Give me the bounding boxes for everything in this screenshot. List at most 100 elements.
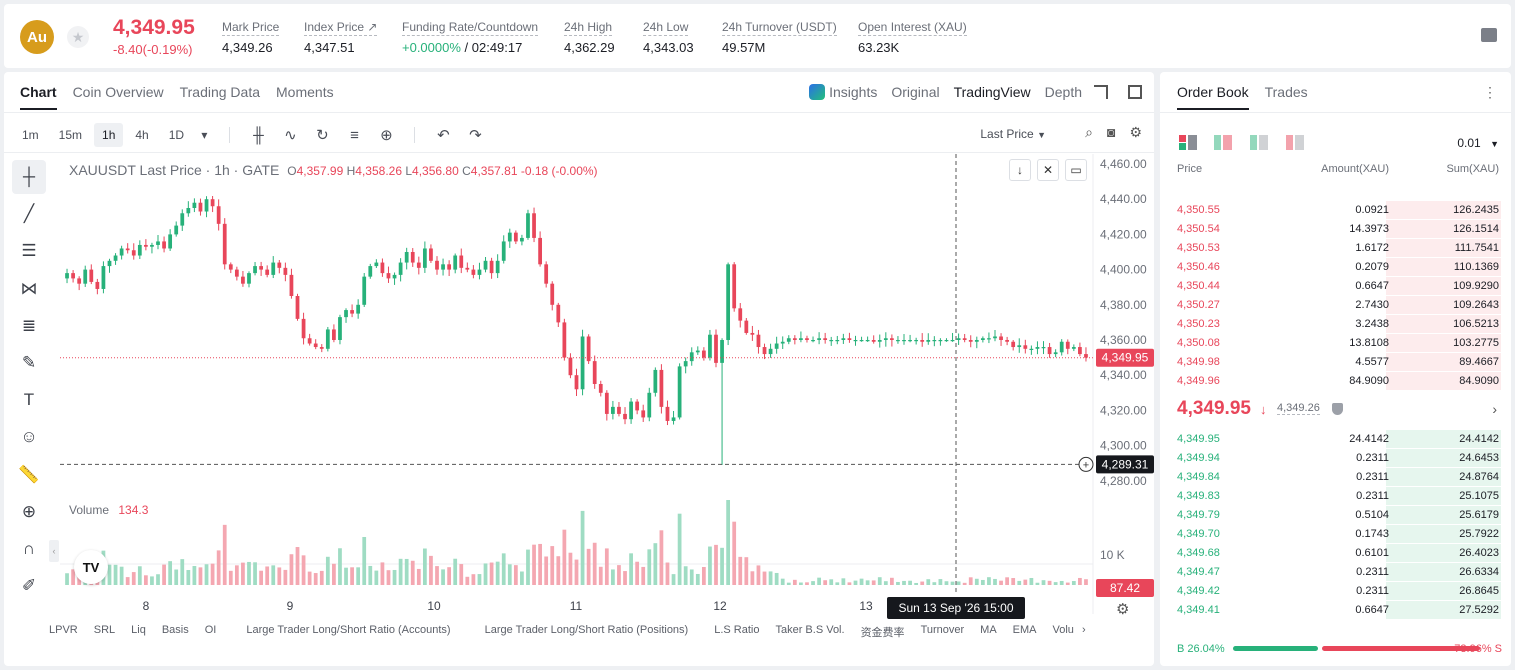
camera-icon[interactable]: ◙ xyxy=(1106,124,1116,140)
bid-row[interactable]: 4,349.95 24.4142 24.4142 xyxy=(1160,430,1511,449)
brush-tool-icon[interactable]: ✎ xyxy=(21,352,37,372)
indicator-volume[interactable]: Volu xyxy=(1052,624,1074,636)
stat-label[interactable]: Funding Rate/Countdown xyxy=(402,20,539,36)
maximize-icon[interactable]: ▭ xyxy=(1065,159,1087,181)
favorite-star-icon[interactable]: ★ xyxy=(67,26,89,48)
indicator-oi[interactable]: OI xyxy=(204,624,217,636)
bid-row[interactable]: 4,349.83 0.2311 25.1075 xyxy=(1160,487,1511,506)
timeframe-1d[interactable]: 1D ▾ xyxy=(161,123,216,147)
indicator-lpvr[interactable]: LPVR xyxy=(49,624,78,636)
indicator-taker-vol[interactable]: Taker B.S Vol. xyxy=(775,624,845,636)
chart-settings-icon[interactable]: ⚙ xyxy=(1116,601,1130,618)
ask-row[interactable]: 4,349.96 84.9090 84.9090 xyxy=(1160,372,1511,391)
ask-row[interactable]: 4,350.44 0.6647 109.9290 xyxy=(1160,277,1511,296)
timeframe-1m[interactable]: 1m xyxy=(22,128,39,142)
ask-row[interactable]: 4,350.55 0.0921 126.2435 xyxy=(1160,201,1511,220)
ask-row[interactable]: 4,350.53 1.6172 111.7541 xyxy=(1160,239,1511,258)
expand-icon[interactable] xyxy=(1094,85,1108,99)
tab-tradingview[interactable]: TradingView xyxy=(953,84,1031,100)
bid-row[interactable]: 4,349.70 0.1743 25.7922 xyxy=(1160,525,1511,544)
indicators-icon[interactable]: ∿ xyxy=(284,127,297,144)
ask-row[interactable]: 4,350.46 0.2079 110.1369 xyxy=(1160,258,1511,277)
stat-label[interactable]: Open Interest (XAU) xyxy=(858,20,967,36)
indicator-ma[interactable]: MA xyxy=(980,624,997,636)
template-icon[interactable]: ≡ xyxy=(350,126,359,144)
tab-coin-overview[interactable]: Coin Overview xyxy=(72,84,164,100)
bid-row[interactable]: 4,349.42 0.2311 26.8645 xyxy=(1160,582,1511,601)
magnet-tool-icon[interactable]: ∩ xyxy=(22,538,36,558)
search-icon[interactable]: ⌕ xyxy=(1085,124,1093,140)
indicator-ls-ratio[interactable]: L.S Ratio xyxy=(714,624,760,636)
refresh-icon[interactable]: ↻ xyxy=(316,127,329,144)
book-icon[interactable] xyxy=(1481,28,1497,42)
indicator-ema[interactable]: EMA xyxy=(1012,624,1037,636)
redo-icon[interactable]: ↷ xyxy=(469,127,482,144)
price-type-select[interactable]: Last Price ▼ xyxy=(980,127,1046,141)
gear-icon[interactable]: ⚙ xyxy=(1129,124,1142,140)
volume-bar xyxy=(410,560,415,585)
orderbook-mode-split-icon[interactable] xyxy=(1214,135,1232,150)
tab-order-book[interactable]: Order Book xyxy=(1177,84,1249,110)
precision-select[interactable]: 0.01 ▼ xyxy=(1457,136,1499,150)
chevron-right-icon[interactable]: › xyxy=(1081,624,1086,636)
more-options-icon[interactable]: ⋮ xyxy=(1483,84,1497,100)
tab-original[interactable]: Original xyxy=(891,84,940,100)
tab-chart[interactable]: Chart xyxy=(20,84,57,110)
tab-insights[interactable]: Insights xyxy=(809,84,877,100)
bid-row[interactable]: 4,349.68 0.6101 26.4023 xyxy=(1160,544,1511,563)
tab-moments[interactable]: Moments xyxy=(276,84,334,100)
bid-row[interactable]: 4,349.47 0.2311 26.6334 xyxy=(1160,563,1511,582)
tab-depth[interactable]: Depth xyxy=(1044,84,1082,100)
timeframe-15m[interactable]: 15m xyxy=(58,128,83,142)
orderbook-mode-both-icon[interactable] xyxy=(1179,135,1197,150)
tab-trades[interactable]: Trades xyxy=(1264,84,1308,100)
text-tool-icon[interactable]: T xyxy=(23,390,35,410)
orderbook-mode-bids-icon[interactable] xyxy=(1250,135,1268,150)
indicator-funding-rate[interactable]: 资金费率 xyxy=(860,627,905,639)
ask-row[interactable]: 4,350.23 3.2438 106.5213 xyxy=(1160,315,1511,334)
arrow-down-icon[interactable]: ↓ xyxy=(1009,159,1031,181)
bid-row[interactable]: 4,349.84 0.2311 24.8764 xyxy=(1160,468,1511,487)
collapse-icon[interactable]: ✕ xyxy=(1037,159,1059,181)
pattern-tool-icon[interactable]: ⋈ xyxy=(20,278,38,298)
candle-type-icon[interactable]: ╫ xyxy=(253,126,264,144)
bid-sum: 25.7922 xyxy=(1459,528,1499,540)
ask-row[interactable]: 4,350.54 14.3973 126.1514 xyxy=(1160,220,1511,239)
ask-row[interactable]: 4,350.08 13.8108 103.2775 xyxy=(1160,334,1511,353)
indicator-large-trader-positions[interactable]: Large Trader Long/Short Ratio (Positions… xyxy=(484,624,689,636)
tab-trading-data[interactable]: Trading Data xyxy=(179,84,261,100)
ruler-tool-icon[interactable]: 📏 xyxy=(18,464,40,484)
bid-row[interactable]: 4,349.41 0.6647 27.5292 xyxy=(1160,601,1511,620)
zoom-in-tool-icon[interactable]: ⊕ xyxy=(21,501,37,521)
collapse-toolbar-icon[interactable]: ‹ xyxy=(49,540,59,562)
chevron-right-icon[interactable]: › xyxy=(1492,401,1497,417)
ask-row[interactable]: 4,350.27 2.7430 109.2643 xyxy=(1160,296,1511,315)
indicator-large-trader-accounts[interactable]: Large Trader Long/Short Ratio (Accounts) xyxy=(246,624,451,636)
orderbook-mode-asks-icon[interactable] xyxy=(1286,135,1304,150)
bid-row[interactable]: 4,349.94 0.2311 24.6453 xyxy=(1160,449,1511,468)
pencil-tool-icon[interactable]: ✐ xyxy=(21,576,37,596)
indicator-srl[interactable]: SRL xyxy=(93,624,116,636)
crosshair-tool-icon[interactable]: ┼ xyxy=(12,160,46,194)
indicator-liq[interactable]: Liq xyxy=(131,624,146,636)
undo-icon[interactable]: ↶ xyxy=(437,127,450,144)
candlestick-chart[interactable]: 4,460.00 4,440.00 4,420.00 4,400.00 4,380.00… xyxy=(60,154,1154,624)
horizontal-lines-tool-icon[interactable]: ☰ xyxy=(21,241,37,261)
window-icon[interactable] xyxy=(1128,85,1142,99)
trendline-tool-icon[interactable]: ╱ xyxy=(23,204,35,224)
stat-label[interactable]: Mark Price xyxy=(222,20,280,36)
timeframe-4h[interactable]: 4h xyxy=(135,128,149,142)
crosshair-plus-icon[interactable] xyxy=(1078,456,1094,472)
volume-bar xyxy=(586,548,591,585)
bid-row[interactable]: 4,349.79 0.5104 25.6179 xyxy=(1160,506,1511,525)
indicator-turnover[interactable]: Turnover xyxy=(920,624,965,636)
ask-row[interactable]: 4,349.98 4.5577 89.4667 xyxy=(1160,353,1511,372)
indicator-basis[interactable]: Basis xyxy=(161,624,189,636)
timeframe-1h[interactable]: 1h xyxy=(94,123,124,147)
stat-24h-turnover: 24h Turnover (USDT) 49.57M xyxy=(722,18,837,55)
stat-label[interactable]: Index Price ↗ xyxy=(304,20,378,36)
fib-tool-icon[interactable]: ≣ xyxy=(21,315,37,335)
emoji-tool-icon[interactable]: ☺ xyxy=(20,427,38,447)
add-alert-icon[interactable]: ⊕ xyxy=(380,127,393,144)
tradingview-logo[interactable]: TV xyxy=(74,550,108,584)
